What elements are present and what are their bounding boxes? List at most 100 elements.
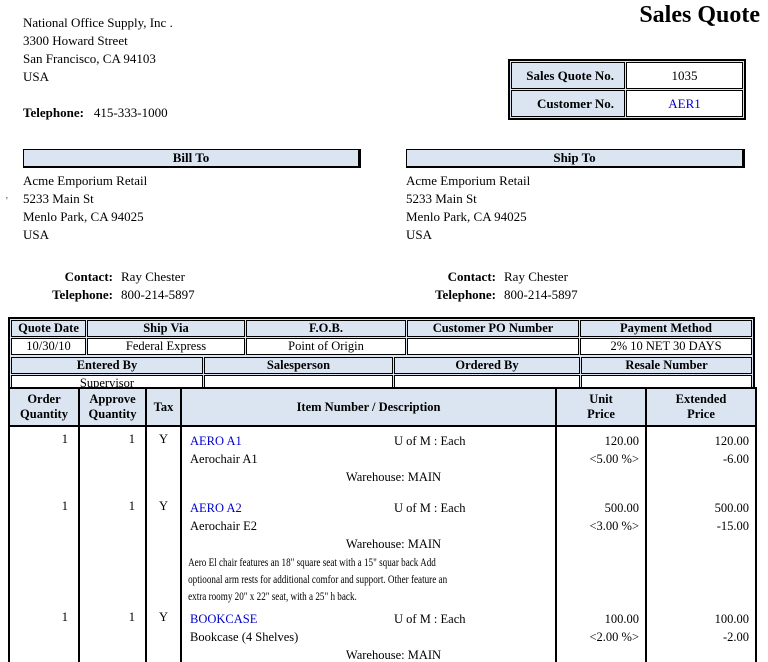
company-country: USA: [23, 69, 50, 84]
unit-price-cell: 120.00 <5.00 %>: [555, 426, 647, 494]
ship-to-address: 5233 Main St: [406, 191, 477, 206]
ship-to-phone-row: Telephone: 800-214-5897: [406, 286, 745, 304]
item-description-text: Bookcase (4 Shelves): [190, 630, 299, 644]
company-phone-value: 415-333-1000: [93, 105, 168, 120]
ship-to-country: USA: [406, 227, 433, 242]
sales-quote-no-label: Sales Quote No.: [511, 62, 625, 89]
extended-price-header: Extended Price: [645, 387, 757, 427]
company-block: National Office Supply, Inc . 3300 Howar…: [23, 14, 173, 122]
unit-price-value: 100.00: [604, 612, 639, 626]
discount-percent: <2.00 %>: [589, 630, 639, 644]
customer-no-label: Customer No.: [511, 90, 625, 117]
ship-to-city: Menlo Park, CA 94025: [406, 209, 527, 224]
item-number-link[interactable]: AERO A2: [190, 501, 242, 515]
approve-quantity-cell: 1: [78, 494, 147, 605]
bill-to-address: 5233 Main St: [23, 191, 94, 206]
ship-to-name: Acme Emporium Retail: [406, 173, 531, 188]
item-row: 1 1 Y AERO A2 U of M : Each Aerochair E2…: [8, 494, 757, 605]
item-number-link[interactable]: BOOKCASE: [190, 612, 258, 626]
company-city: San Francisco, CA 94103: [23, 51, 156, 66]
sales-quote-no-value: 1035: [626, 62, 743, 89]
discount-percent: <5.00 %>: [589, 452, 639, 466]
fob-header: F.O.B.: [246, 320, 406, 337]
extended-price-value: 500.00: [714, 501, 749, 515]
payment-method-value: 2% 10 NET 30 DAYS: [580, 338, 752, 355]
customer-po-value: [407, 338, 579, 355]
item-description-cell: AERO A1 U of M : Each Aerochair A1 Wareh…: [180, 426, 557, 494]
items-header-row: Order Quantity Approve Quantity Tax Item…: [8, 387, 757, 427]
details-header-row-1: Quote Date Ship Via F.O.B. Customer PO N…: [11, 320, 752, 337]
bill-to-name: Acme Emporium Retail: [23, 173, 148, 188]
order-quantity-cell: 1: [8, 494, 80, 605]
company-address: 3300 Howard Street: [23, 33, 128, 48]
extended-price-cell: 100.00 -2.00: [645, 605, 757, 662]
order-quantity-header: Order Quantity: [8, 387, 80, 427]
bill-to-city: Menlo Park, CA 94025: [23, 209, 144, 224]
fob-value: Point of Origin: [246, 338, 406, 355]
extended-price-cell: 500.00 -15.00: [645, 494, 757, 605]
order-quantity-cell: 1: [8, 605, 80, 662]
discount-amount: -15.00: [716, 519, 749, 533]
customer-po-header: Customer PO Number: [407, 320, 579, 337]
company-name: National Office Supply, Inc .: [23, 15, 173, 30]
quote-info-table: Sales Quote No. 1035 Customer No. AER1: [508, 59, 746, 120]
company-phone-label: Telephone:: [23, 105, 84, 120]
ship-via-header: Ship Via: [87, 320, 245, 337]
tax-cell: Y: [145, 605, 182, 662]
ship-to-contact-row: Contact: Ray Chester: [406, 268, 745, 286]
item-long-description: Aero El chair features an 18" square sea…: [188, 555, 448, 603]
quote-date-value: 10/30/10: [11, 338, 86, 355]
uom-text: U of M : Each: [394, 434, 466, 448]
order-quantity-cell: 1: [8, 426, 80, 494]
unit-price-cell: 500.00 <3.00 %>: [555, 494, 647, 605]
bill-to-phone-label: Telephone:: [52, 287, 113, 302]
payment-method-header: Payment Method: [580, 320, 752, 337]
quote-no-row: Sales Quote No. 1035: [511, 62, 743, 89]
unit-price-cell: 100.00 <2.00 %>: [555, 605, 647, 662]
unit-price-value: 500.00: [604, 501, 639, 515]
approve-quantity-cell: 1: [78, 605, 147, 662]
extended-price-value: 100.00: [714, 612, 749, 626]
entered-by-header: Entered By: [11, 357, 203, 374]
bill-to-phone-value: 800-214-5897: [121, 287, 195, 302]
item-description-cell: BOOKCASE U of M : Each Bookcase (4 Shelv…: [180, 605, 557, 662]
ship-to-contact-label: Contact:: [447, 269, 496, 284]
warehouse-text: Warehouse: MAIN: [345, 648, 442, 662]
details-value-row-1: 10/30/10 Federal Express Point of Origin…: [11, 338, 752, 355]
customer-no-link[interactable]: AER1: [626, 90, 743, 117]
item-number-link[interactable]: AERO A1: [190, 434, 242, 448]
stray-mark: ': [6, 196, 8, 207]
quote-details-table: Quote Date Ship Via F.O.B. Customer PO N…: [8, 317, 755, 395]
ship-via-value: Federal Express: [87, 338, 245, 355]
unit-price-value: 120.00: [604, 434, 639, 448]
item-row: 1 1 Y BOOKCASE U of M : Each Bookcase (4…: [8, 605, 757, 662]
ship-to-header: Ship To: [406, 149, 745, 168]
bill-to-country: USA: [23, 227, 50, 242]
discount-amount: -6.00: [722, 452, 749, 466]
item-description-text: Aerochair A1: [190, 452, 258, 466]
warehouse-text: Warehouse: MAIN: [345, 470, 442, 484]
discount-amount: -2.00: [722, 630, 749, 644]
extended-price-value: 120.00: [714, 434, 749, 448]
ordered-by-header: Ordered By: [394, 357, 580, 374]
page-title: Sales Quote: [639, 2, 760, 28]
company-phone-line: Telephone: 415-333-1000: [23, 104, 173, 122]
resale-number-header: Resale Number: [581, 357, 752, 374]
uom-text: U of M : Each: [394, 501, 466, 515]
tax-cell: Y: [145, 426, 182, 494]
customer-no-row: Customer No. AER1: [511, 90, 743, 117]
bill-to-contact-label: Contact:: [64, 269, 113, 284]
ship-to-phone-value: 800-214-5897: [504, 287, 578, 302]
approve-quantity-header: Approve Quantity: [78, 387, 147, 427]
ship-to-phone-label: Telephone:: [435, 287, 496, 302]
line-items-table: Order Quantity Approve Quantity Tax Item…: [8, 387, 757, 662]
bill-to-phone-row: Telephone: 800-214-5897: [23, 286, 361, 304]
salesperson-header: Salesperson: [204, 357, 393, 374]
extended-price-cell: 120.00 -6.00: [645, 426, 757, 494]
ship-to-contact-value: Ray Chester: [504, 269, 568, 284]
item-row: 1 1 Y AERO A1 U of M : Each Aerochair A1…: [8, 426, 757, 494]
discount-percent: <3.00 %>: [589, 519, 639, 533]
approve-quantity-cell: 1: [78, 426, 147, 494]
item-description-header: Item Number / Description: [180, 387, 557, 427]
details-header-row-2: Entered By Salesperson Ordered By Resale…: [11, 357, 752, 374]
